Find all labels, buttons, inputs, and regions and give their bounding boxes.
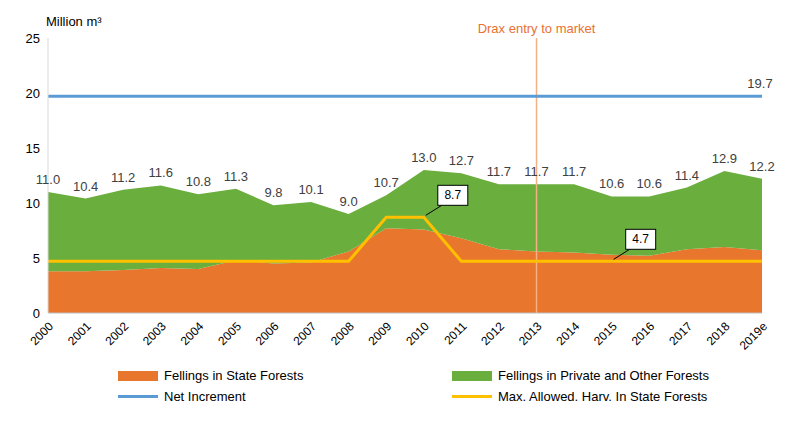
svg-text:10.4: 10.4 [73,179,98,194]
html-text:Max. Allowed. Harv. In State F: Max. Allowed. Harv. In State Forests [498,389,708,404]
svg-text:2013: 2013 [516,319,545,348]
svg-text:20: 20 [26,86,40,101]
svg-text:9.0: 9.0 [340,194,358,209]
svg-text:0: 0 [33,306,40,321]
svg-text:2005: 2005 [215,319,244,348]
svg-text:12.2: 12.2 [749,159,774,174]
svg-text:8.7: 8.7 [444,188,461,202]
html-text:Million m³: Million m³ [46,14,102,29]
svg-text:11.2: 11.2 [111,170,135,185]
svg-text:Drax entry to market: Drax entry to market [478,21,596,36]
svg-text:2010: 2010 [403,319,432,348]
svg-text:9.8: 9.8 [264,185,282,200]
svg-text:2019e: 2019e [737,319,771,353]
svg-text:11.7: 11.7 [524,164,548,179]
svg-text:11.0: 11.0 [36,172,60,187]
svg-text:10.6: 10.6 [637,176,662,191]
svg-text:2015: 2015 [591,319,620,348]
svg-text:2008: 2008 [328,319,357,348]
svg-text:11.4: 11.4 [675,168,699,183]
svg-text:2003: 2003 [140,319,169,348]
svg-text:2007: 2007 [290,319,319,348]
svg-text:2004: 2004 [178,319,207,348]
svg-text:2002: 2002 [103,319,132,348]
svg-text:13.0: 13.0 [411,150,436,165]
svg-text:2006: 2006 [253,319,282,348]
svg-text:12.7: 12.7 [449,153,474,168]
html-text:Fellings in State Forests: Fellings in State Forests [164,368,304,383]
svg-text:2009: 2009 [366,319,395,348]
svg-text:10.7: 10.7 [374,175,399,190]
html-text:Fellings in Private and Other: Fellings in Private and Other Forests [498,368,709,383]
svg-text:10.6: 10.6 [599,176,624,191]
html-text:Net Increment: Net Increment [164,389,246,404]
svg-text:12.9: 12.9 [712,151,737,166]
svg-text:10.8: 10.8 [186,174,211,189]
svg-text:2014: 2014 [553,319,582,348]
svg-text:11.6: 11.6 [149,165,173,180]
svg-text:2012: 2012 [478,319,507,348]
svg-text:25: 25 [26,31,40,46]
svg-text:11.7: 11.7 [562,164,586,179]
svg-text:2001: 2001 [65,319,94,348]
svg-text:15: 15 [26,141,40,156]
svg-text:10.1: 10.1 [298,182,323,197]
svg-text:2000: 2000 [27,319,56,348]
svg-text:19.7: 19.7 [747,76,772,91]
svg-text:2011: 2011 [441,319,469,347]
svg-text:2017: 2017 [666,319,695,348]
svg-text:2016: 2016 [629,319,658,348]
svg-text:11.3: 11.3 [224,169,248,184]
svg-text:5: 5 [33,251,40,266]
svg-text:4.7: 4.7 [632,232,649,246]
svg-text:10: 10 [26,196,40,211]
svg-text:2018: 2018 [704,319,733,348]
svg-text:11.7: 11.7 [487,164,511,179]
